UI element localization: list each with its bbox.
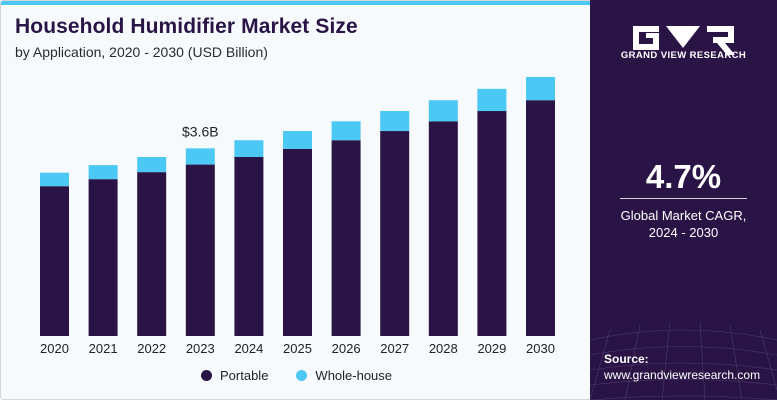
bar-chart: 2020 2021 2022 2023 2024 2025 2026 2027 2028 2029… — [40, 76, 555, 356]
legend-item-portable: Portable — [201, 368, 268, 383]
x-tick-label-2028: 2028 — [429, 341, 458, 356]
legend-label-portable: Portable — [220, 368, 269, 383]
legend-label-whole-house: Whole-house — [315, 368, 393, 383]
legend-swatch-whole-house — [296, 370, 308, 381]
legend: Portable Whole-house — [201, 368, 392, 383]
x-tick-label-2024: 2024 — [234, 341, 263, 356]
bar-portable-2025 — [283, 148, 312, 336]
cagr-value: 4.7% — [645, 158, 722, 195]
bar-portable-2030 — [526, 100, 555, 337]
x-tick-label-2026: 2026 — [332, 341, 361, 356]
bar-whole-house-2029 — [477, 88, 507, 112]
bar-whole-house-2020 — [40, 172, 69, 187]
bar-whole-house-2024 — [234, 140, 264, 157]
bar-portable-2022 — [137, 172, 167, 336]
sidebar-panel: GRAND VIEW RESEARCH 4.7% Global Market C… — [590, 0, 777, 400]
bar-whole-house-2021 — [88, 165, 118, 180]
bar-whole-house-2025 — [283, 131, 312, 149]
bar-portable-2023 — [185, 164, 215, 336]
x-tick-label-2022: 2022 — [137, 341, 166, 356]
cagr-divider — [620, 198, 747, 199]
source-label: Source: — [604, 352, 649, 366]
bar-whole-house-2028 — [428, 100, 458, 122]
bar-portable-2024 — [234, 156, 264, 336]
bar-portable-2021 — [88, 179, 118, 336]
cagr-label-line2: 2024 - 2030 — [648, 225, 719, 240]
chart-subtitle: by Application, 2020 - 2030 (USD Billion… — [15, 44, 268, 60]
chart-title: Household Humidifier Market Size — [15, 15, 358, 38]
cagr-label: Global Market CAGR, 2024 - 2030 — [590, 207, 777, 241]
x-tick-label-2025: 2025 — [283, 341, 312, 356]
data-label-2023: $3.6B — [182, 123, 219, 139]
cagr-label-line1: Global Market CAGR, — [620, 208, 747, 223]
decorative-grid — [590, 321, 777, 400]
x-tick-label-2029: 2029 — [477, 341, 506, 356]
source-url[interactable]: www.grandviewresearch.com — [604, 368, 761, 382]
bar-portable-2020 — [40, 186, 69, 336]
x-tick-label-2023: 2023 — [186, 341, 215, 356]
grand-view-research-logo — [633, 26, 735, 55]
bar-whole-house-2022 — [137, 156, 167, 173]
bar-portable-2029 — [477, 111, 507, 336]
bar-whole-house-2027 — [380, 111, 410, 132]
bar-portable-2026 — [331, 140, 361, 336]
bar-portable-2027 — [380, 131, 410, 336]
bar-whole-house-2023 — [185, 148, 215, 165]
brand-name: GRAND VIEW RESEARCH — [620, 50, 747, 61]
top-accent-bar — [1, 1, 591, 5]
x-tick-label-2021: 2021 — [89, 341, 118, 356]
x-tick-label-2030: 2030 — [526, 341, 555, 356]
x-tick-label-2020: 2020 — [40, 341, 69, 356]
bar-portable-2028 — [428, 121, 458, 336]
bar-whole-house-2026 — [331, 121, 361, 141]
legend-item-whole-house: Whole-house — [296, 368, 392, 383]
bar-whole-house-2030 — [526, 76, 555, 101]
legend-swatch-portable — [201, 370, 212, 381]
x-tick-label-2027: 2027 — [380, 341, 409, 356]
